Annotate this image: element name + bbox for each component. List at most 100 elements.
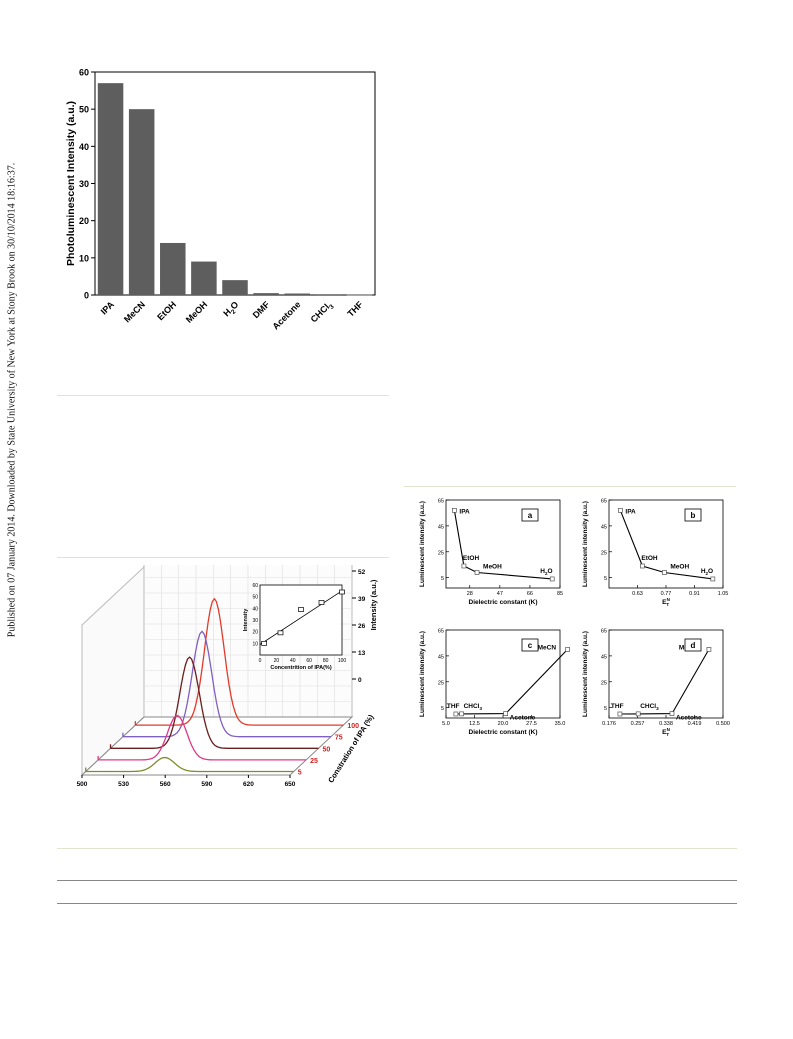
point-label: THF <box>611 703 624 710</box>
point-label: MeOH <box>670 563 689 570</box>
point-label: H2O <box>701 568 713 576</box>
data-point <box>565 647 570 652</box>
x-tick-label: 66 <box>527 591 533 597</box>
x-tick-label: 0.91 <box>689 591 700 597</box>
panel-letter: b <box>691 511 696 520</box>
x-tick-label: 28 <box>467 591 473 597</box>
data-point <box>617 711 623 717</box>
panel-letter-box <box>684 638 702 652</box>
x-tick-label: 12.5 <box>469 721 480 727</box>
panel-letter: d <box>691 641 696 650</box>
x-tick-label: 27.5 <box>526 721 537 727</box>
z-tick-label: 13 <box>358 650 366 657</box>
y-axis-label: Luminescent intensity (a.u.) <box>419 501 426 587</box>
x-category-label: MeOH <box>184 299 209 324</box>
y-tick-label: 5 <box>441 706 444 712</box>
panel-letter-box <box>521 508 539 522</box>
inset-x-tick-label: 80 <box>323 658 329 664</box>
point-label: THF <box>447 703 460 710</box>
inset-y-tick-label: 30 <box>252 618 258 624</box>
x-tick-label: 530 <box>118 781 129 788</box>
data-point <box>635 711 641 717</box>
bar-chart-figure: 0 10 20 30 40 50 60 IPA MeCN EtOH MeOH H2O DMFAceton… <box>65 68 376 332</box>
inset-x-tick-label: 0 <box>259 658 262 664</box>
x-axis-label: Dielectric constant (K) <box>469 599 538 606</box>
separator-rule <box>404 486 736 487</box>
x-tick-label: 85 <box>557 591 563 597</box>
inset-point <box>261 640 267 646</box>
panel-letter: c <box>528 641 533 650</box>
series-line <box>619 649 710 715</box>
data-point <box>710 576 716 582</box>
waterfall-spectrum-figure: 65523926130Intensity (a.u.)1007550255500… <box>77 565 378 788</box>
y-axis-label: Luminescent intensity (a.u.) <box>419 631 426 717</box>
panel-b-figure: 5 25 45 65 0.63 0.77 0.91 1.05 IPA EtOH MeOH H2O b ET… <box>582 499 729 608</box>
point-label: CHCl3 <box>640 703 659 711</box>
data-point <box>669 711 675 716</box>
panel-d-figure: 5 25 45 65 0.176 0.257 0.338 0.419 0.500 THF CHCl3… <box>582 629 730 738</box>
x-tick-label: 20.0 <box>498 721 509 727</box>
x-tick-label: 47 <box>497 591 503 597</box>
y-tick-label: 25 <box>438 680 444 686</box>
point-label: IPA <box>459 508 470 515</box>
separator-rule <box>57 848 737 849</box>
y-tick-label: 5 <box>604 576 607 582</box>
panel-letter-box <box>684 508 702 522</box>
bar <box>284 293 310 295</box>
bar <box>315 294 342 296</box>
bar <box>128 109 155 295</box>
x-tick-label: 500 <box>77 781 88 788</box>
side-note-text: Published on 07 January 2014. Downloaded… <box>6 162 18 638</box>
z-tick-label: 39 <box>358 596 366 603</box>
x-category-label: THF <box>345 299 365 319</box>
bar <box>222 280 248 295</box>
series-line <box>453 510 553 580</box>
x-category-label: IPA <box>99 299 117 317</box>
data-point <box>453 711 459 717</box>
inset-y-tick-label: 10 <box>252 641 258 647</box>
bar <box>346 294 373 296</box>
data-point <box>452 508 457 513</box>
point-label: Acetone <box>676 715 702 722</box>
y-axis-label: Luminescent intensity (a.u.) <box>582 631 589 717</box>
inset-y-tick-label: 60 <box>252 583 258 589</box>
series-label: 50 <box>323 746 331 753</box>
series-line <box>619 510 713 580</box>
point-label: CHCl3 <box>464 703 483 711</box>
inset-point <box>298 607 304 612</box>
x-tick-label: 590 <box>201 781 212 788</box>
x-tick-label: 620 <box>243 781 254 788</box>
x-axis-label: Dielectric constant (K) <box>469 729 538 736</box>
x-category-label: EtOH <box>155 299 178 322</box>
data-point <box>640 563 645 569</box>
inset-point <box>339 589 345 595</box>
inset-x-axis-label: Concentrition of IPA(%) <box>270 665 331 671</box>
point-label: Acetone <box>510 715 536 722</box>
y-tick-label: 45 <box>438 654 444 660</box>
inset-y-tick-label: 20 <box>252 630 258 636</box>
inset-point <box>277 630 284 636</box>
y-tick-label: 60 <box>79 68 89 78</box>
x-tick-label: 1.05 <box>718 591 729 597</box>
x-tick-label: 0.338 <box>659 721 673 727</box>
z-tick-label: 52 <box>358 569 366 576</box>
panel-c-figure: 5 25 45 65 5.0 12.5 20.0 27.5 35.0 THF CHCl3 Aceton… <box>419 629 570 736</box>
bar <box>160 242 186 295</box>
point-label: MeOH <box>483 563 502 570</box>
series-line <box>455 649 568 715</box>
y-axis-label: Photoluminescent Intensity (a.u.) <box>65 101 77 266</box>
y-tick-label: 65 <box>601 629 607 635</box>
point-label: EtOH <box>641 555 658 562</box>
x-category-label: Acetone <box>270 299 302 331</box>
point-label: EtOH <box>463 555 480 562</box>
data-point <box>459 711 464 717</box>
inset-x-tick-label: 40 <box>290 658 296 664</box>
y-tick-label: 25 <box>601 680 607 686</box>
z-axis-label: Intensity (a.u.) <box>369 579 378 630</box>
spectrum-line <box>122 630 331 738</box>
panel-letter-box <box>521 638 539 652</box>
y-tick-label: 65 <box>438 499 444 505</box>
inset-fit-line <box>259 590 343 645</box>
inset-x-tick-label: 60 <box>306 658 312 664</box>
